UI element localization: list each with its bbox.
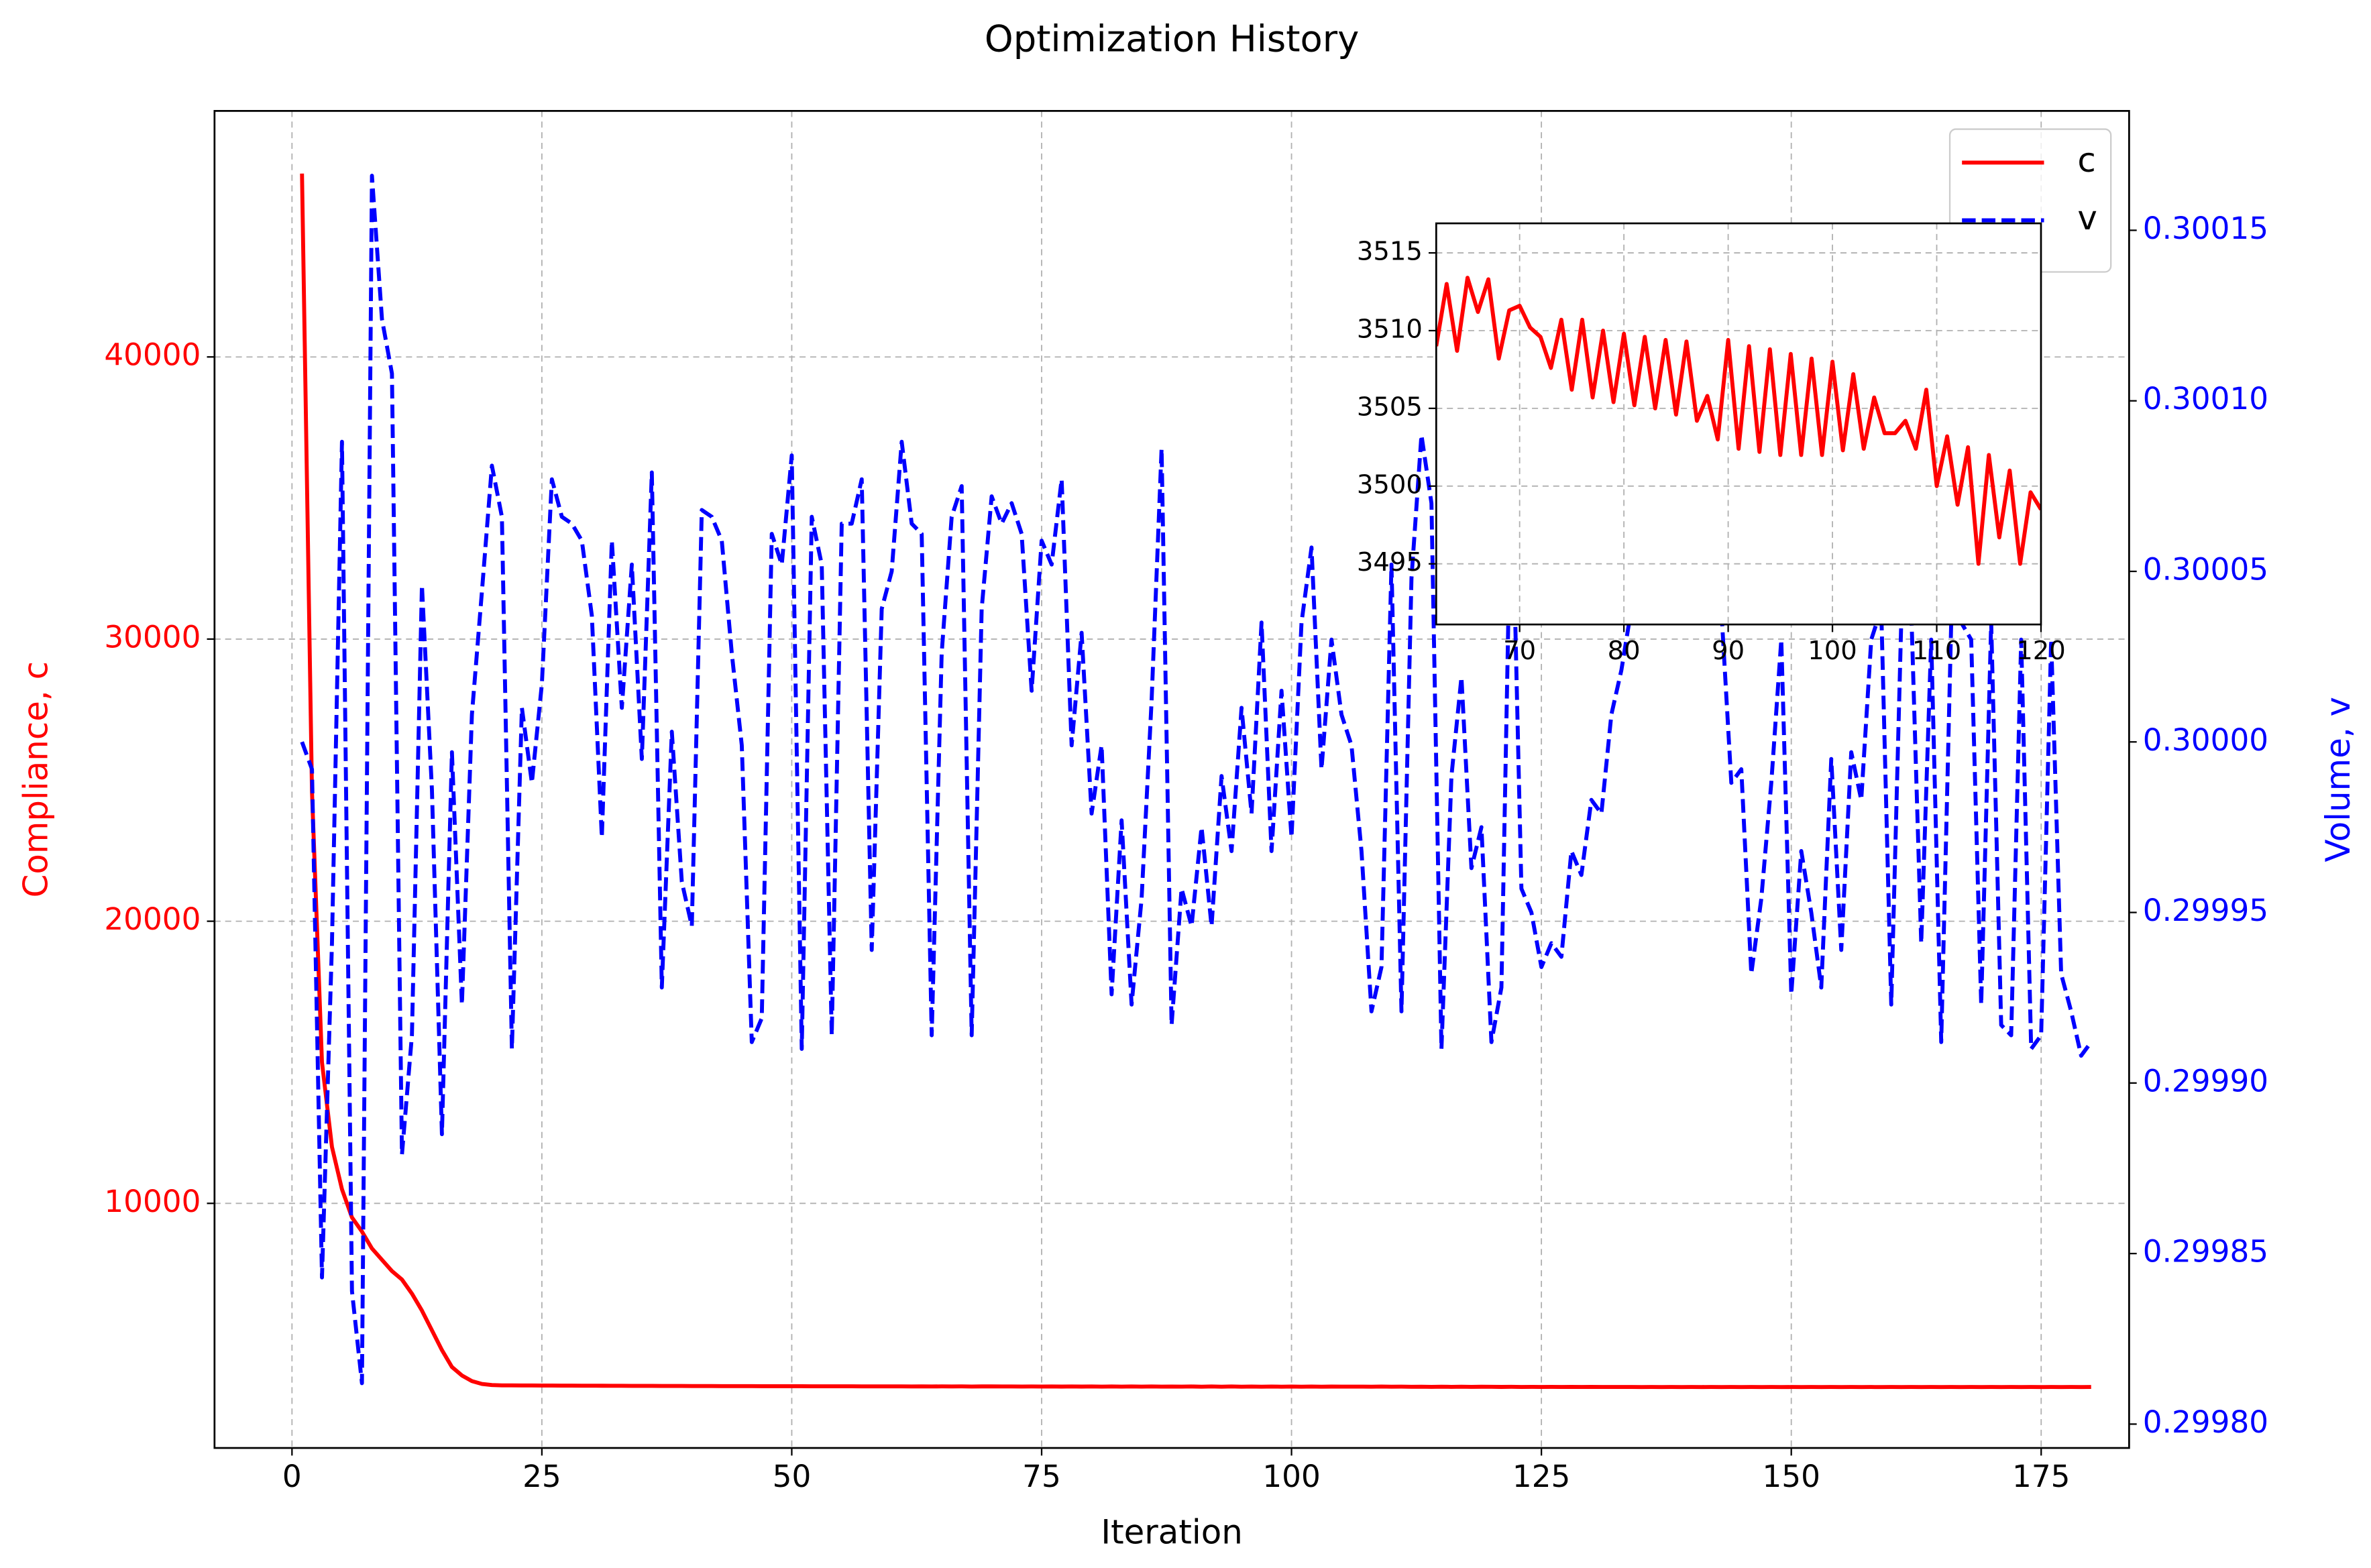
x-tick-label: 90	[1712, 636, 1745, 666]
x-tick-label: 175	[2012, 1459, 2070, 1494]
x-tick-label: 150	[1762, 1459, 1820, 1494]
y-tick-label: 3500	[1357, 469, 1423, 500]
x-tick-label: 75	[1022, 1459, 1061, 1494]
y-tick-label: 40000	[104, 337, 201, 373]
x-tick-label: 70	[1503, 636, 1536, 666]
series-line	[300, 174, 2093, 1386]
series-line	[1436, 276, 2041, 566]
y2-tick-label: 0.30005	[2143, 551, 2268, 587]
y-tick-label: 3505	[1357, 392, 1423, 422]
y-axis-label: Compliance, c	[17, 661, 56, 897]
x-tick-label: 80	[1608, 636, 1641, 666]
plot-area	[1436, 223, 2041, 625]
y2-tick-label: 0.30015	[2143, 211, 2268, 246]
y2-tick-label: 0.29990	[2143, 1063, 2268, 1099]
y-tick-label: 3510	[1357, 314, 1423, 344]
x-tick-label: 110	[1912, 636, 1962, 666]
x-tick-label: 120	[2016, 636, 2066, 666]
y-tick-label: 20000	[104, 901, 201, 937]
y2-tick-label: 0.29980	[2143, 1404, 2268, 1440]
plot-frame	[1435, 222, 2042, 626]
y-tick-label: 3495	[1357, 547, 1423, 577]
series-line	[300, 173, 2091, 1390]
chart-title: Optimization History	[985, 17, 1359, 60]
y2-tick-label: 0.29985	[2143, 1234, 2268, 1270]
x-tick-label: 100	[1808, 636, 1857, 666]
x-tick-label: 125	[1512, 1459, 1570, 1494]
plot-frame	[213, 110, 2130, 1449]
x-tick-label: 50	[773, 1459, 812, 1494]
y2-tick-label: 0.29995	[2143, 893, 2268, 928]
x-tick-label: 0	[282, 1459, 302, 1494]
y-tick-label: 30000	[104, 619, 201, 655]
x-tick-label: 100	[1262, 1459, 1320, 1494]
x-axis-label: Iteration	[1101, 1513, 1242, 1552]
y2-axis-label: Volume, v	[2319, 697, 2358, 862]
legend-label: c	[2077, 141, 2095, 180]
x-tick-label: 25	[522, 1459, 561, 1494]
y-tick-label: 10000	[104, 1184, 201, 1219]
y2-tick-label: 0.30000	[2143, 722, 2268, 758]
y2-tick-label: 0.30010	[2143, 381, 2268, 416]
legend-label: v	[2077, 199, 2097, 237]
y-tick-label: 3515	[1357, 237, 1423, 267]
